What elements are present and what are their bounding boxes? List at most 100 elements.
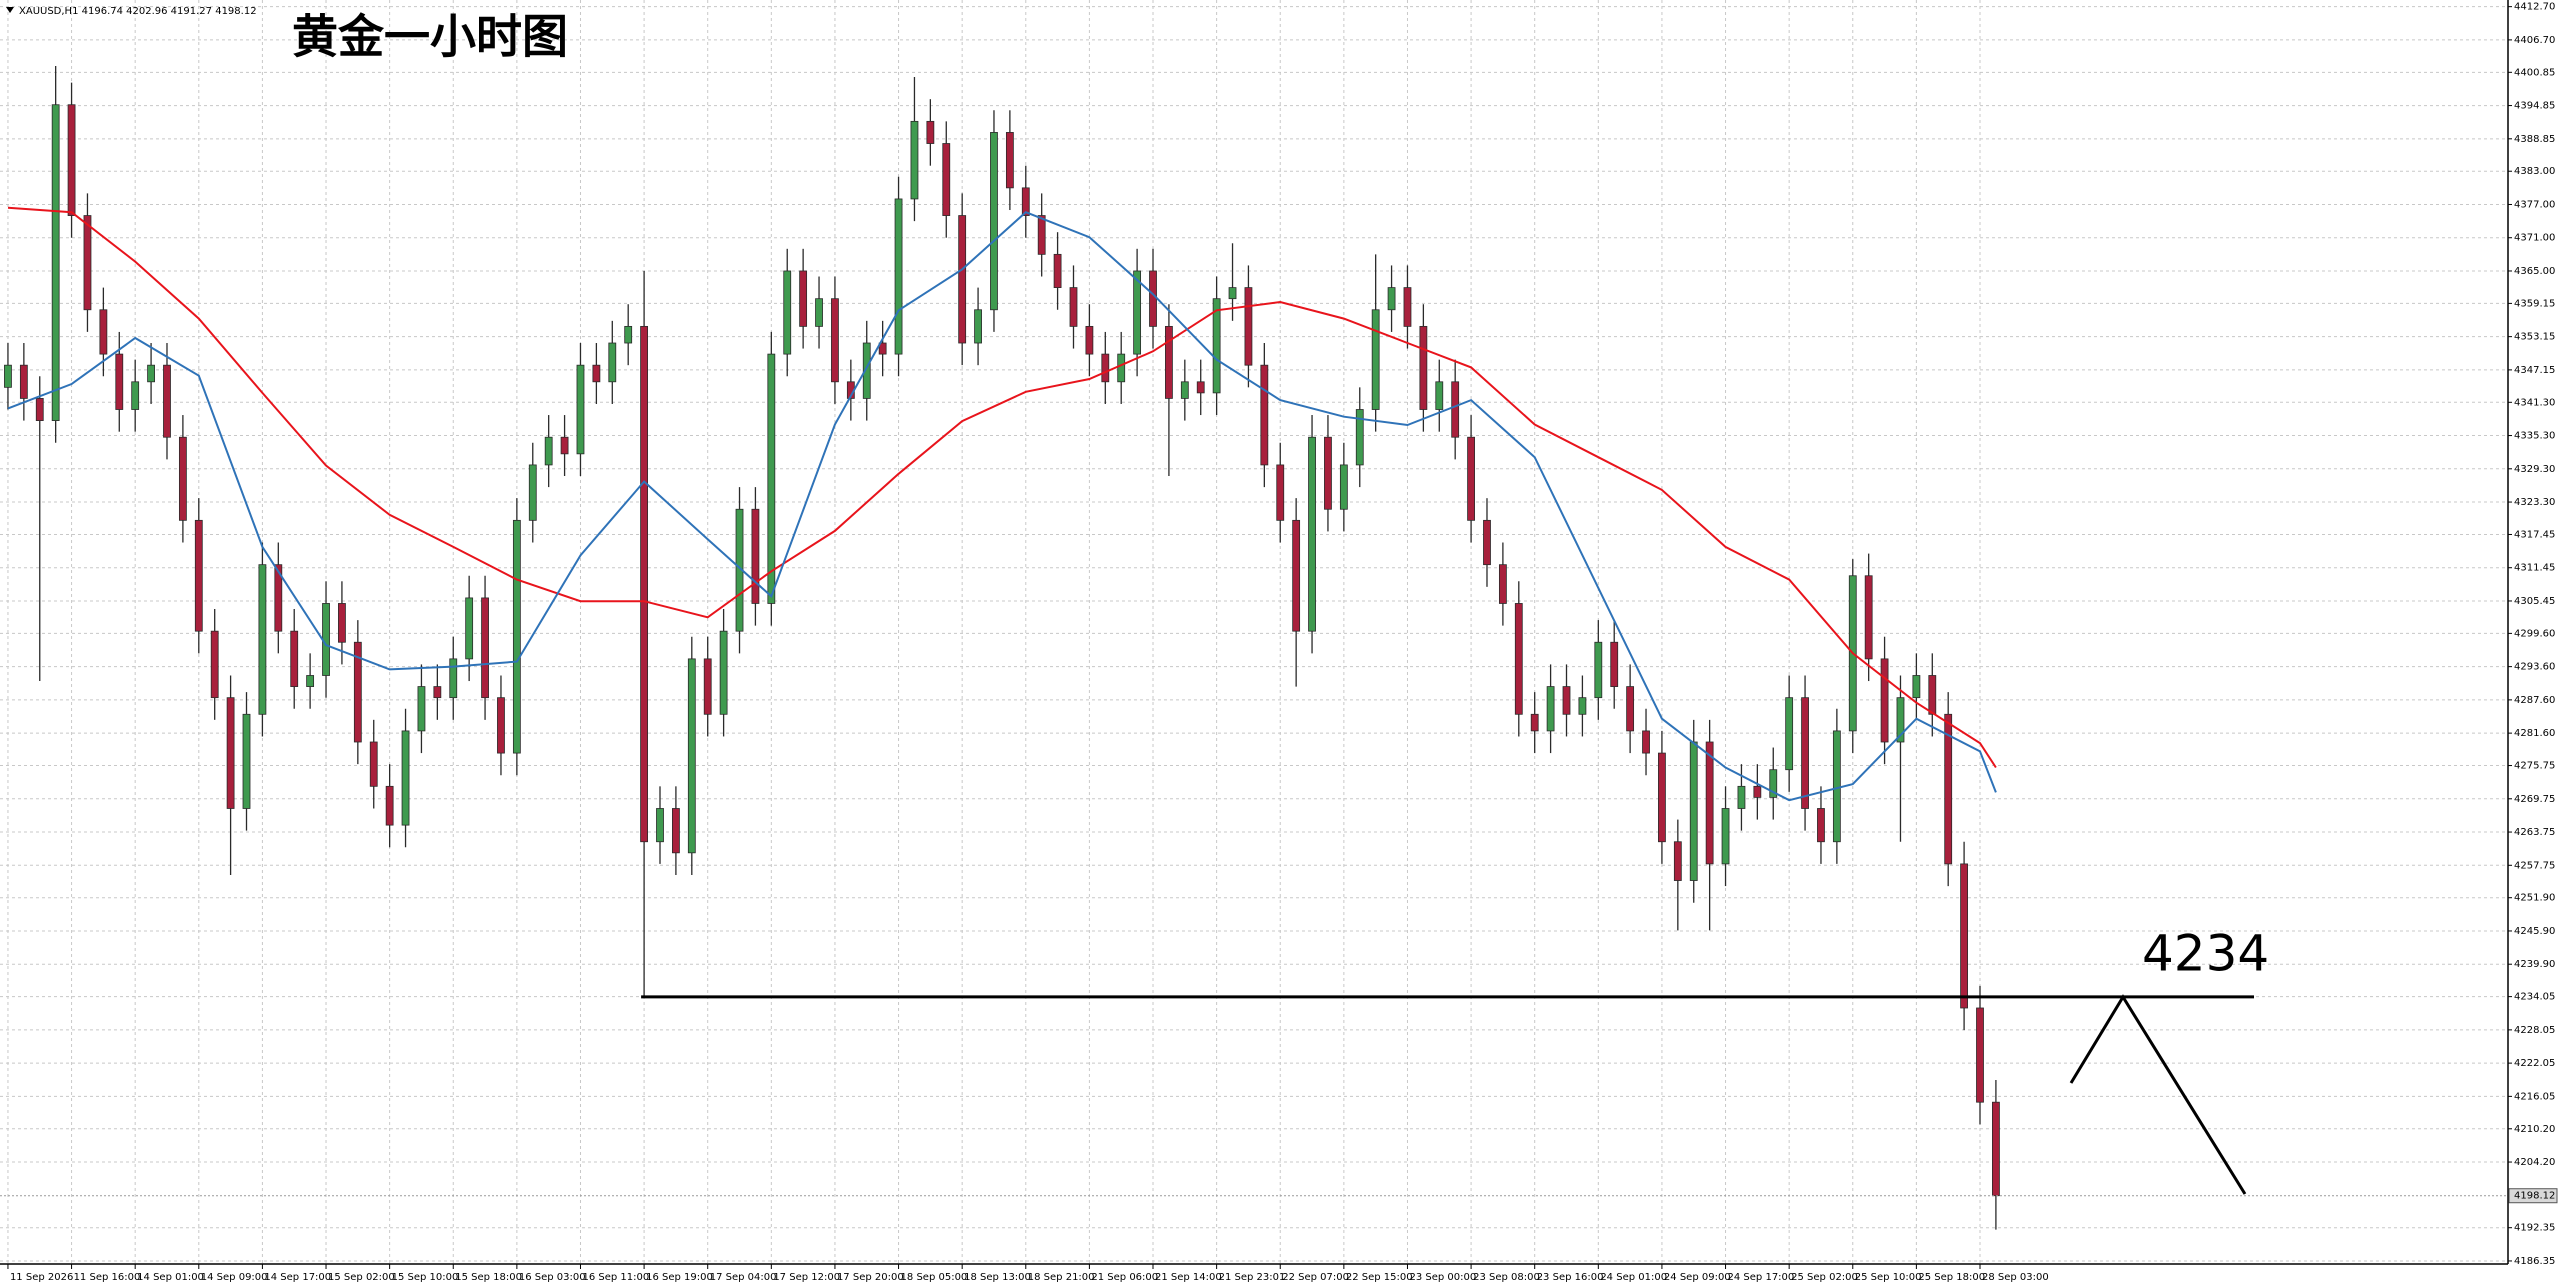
candle-body (1721, 808, 1730, 865)
menu-triangle (6, 7, 14, 13)
candle-body (1133, 270, 1142, 355)
candle-body (1387, 287, 1396, 311)
candle-body (1085, 325, 1094, 355)
candle-body (1451, 381, 1460, 438)
y-tick-label: 4239.90 (2514, 959, 2555, 970)
candle-body (751, 508, 760, 604)
y-tick-label: 4412.70 (2514, 2, 2555, 13)
candle-body (942, 143, 951, 216)
x-tick-label: 21 Sep 06:00 (1091, 1272, 1158, 1283)
candle-body (83, 215, 92, 311)
y-tick-label: 4275.75 (2514, 761, 2555, 772)
y-tick-label: 4299.60 (2514, 628, 2555, 639)
candle-body (1371, 309, 1380, 410)
candle-body (512, 519, 521, 754)
candle-body (51, 104, 60, 421)
candle-body (1896, 697, 1905, 743)
y-tick-label: 4317.45 (2514, 529, 2555, 540)
x-tick-label: 14 Sep 09:00 (201, 1272, 268, 1283)
x-tick-label: 17 Sep 20:00 (837, 1272, 904, 1283)
y-tick-label: 4371.00 (2514, 233, 2555, 244)
candle-body (1069, 287, 1078, 327)
candle-body (163, 364, 171, 438)
x-tick-label: 18 Sep 05:00 (901, 1272, 968, 1283)
candle-body (1165, 325, 1173, 399)
x-tick-label: 14 Sep 01:00 (137, 1272, 204, 1283)
y-tick-label: 4406.70 (2514, 35, 2555, 46)
candle-body (1483, 519, 1491, 566)
candle-body (592, 364, 601, 383)
candle-body (1292, 519, 1301, 632)
x-tick-label: 15 Sep 18:00 (455, 1272, 522, 1283)
candle-body (497, 697, 505, 754)
candle-body (1705, 741, 1714, 865)
candle-body (1276, 464, 1285, 521)
candle-body (799, 270, 808, 327)
x-tick-label: 14 Sep 17:00 (264, 1272, 331, 1283)
candle-body (703, 658, 712, 715)
candle-body (1689, 741, 1698, 881)
candle-body (449, 658, 458, 699)
y-tick-label: 4293.60 (2514, 662, 2555, 673)
x-tick-label: 16 Sep 19:00 (646, 1272, 713, 1283)
candle-body (862, 342, 871, 399)
candle-body (1324, 436, 1332, 510)
candle-body (131, 381, 140, 410)
y-tick-label: 4323.30 (2514, 497, 2555, 508)
y-tick-label: 4347.15 (2514, 365, 2555, 376)
candle-body (1801, 697, 1809, 809)
y-tick-label: 4394.85 (2514, 101, 2555, 112)
candle-body (1308, 436, 1316, 632)
candle-body (576, 364, 585, 455)
x-tick-label: 21 Sep 14:00 (1155, 1272, 1222, 1283)
candle-body (528, 464, 537, 521)
candle-body (1817, 808, 1825, 843)
y-tick-label: 4353.15 (2514, 332, 2555, 343)
candle-body (115, 353, 124, 410)
candle-body (1419, 325, 1428, 410)
y-tick-label: 4186.35 (2514, 1256, 2555, 1267)
x-tick-label: 25 Sep 02:00 (1791, 1272, 1858, 1283)
candle-body (369, 741, 378, 787)
candle-body (1196, 381, 1205, 394)
candle-body (767, 353, 776, 604)
candle-body (178, 436, 187, 521)
candle-body (1149, 270, 1157, 327)
candle-body (656, 808, 664, 843)
candle-body (1021, 187, 1030, 216)
candle-body (958, 215, 967, 344)
grid (0, 0, 2508, 1264)
candle-body (1212, 298, 1221, 394)
candle-body (687, 658, 696, 854)
y-tick-label: 4210.20 (2514, 1124, 2555, 1135)
candle-body (99, 309, 108, 355)
candle-body (815, 298, 823, 327)
marks (0, 65, 2508, 1230)
candle-body (1673, 841, 1682, 881)
y-tick-label: 4377.00 (2514, 199, 2555, 210)
y-tick-label: 4400.85 (2514, 67, 2555, 78)
candle-body (481, 597, 489, 699)
candle-body (1610, 641, 1619, 687)
x-tick-label: 23 Sep 08:00 (1473, 1272, 1540, 1283)
candle-body (1658, 752, 1666, 843)
candle-body (1642, 730, 1650, 754)
y-tick-label: 4269.75 (2514, 794, 2555, 805)
candle-body (194, 519, 203, 632)
candle-body (1976, 1007, 1984, 1103)
x-tick-label: 15 Sep 10:00 (392, 1272, 459, 1283)
candle-body (290, 630, 299, 687)
candle-body (640, 325, 648, 843)
candle-body (1785, 697, 1794, 771)
candle-body (910, 120, 919, 200)
y-tick-label: 4359.15 (2514, 298, 2555, 309)
y-tick-label: 4251.90 (2514, 893, 2555, 904)
x-tick-label: 23 Sep 00:00 (1409, 1272, 1476, 1283)
candle-body (1180, 381, 1189, 399)
candle-body (147, 364, 155, 383)
candle-body (306, 675, 315, 687)
candle-body (258, 564, 267, 715)
y-tick-label: 4257.75 (2514, 860, 2555, 871)
drawn-arrow (2069, 994, 2247, 1195)
candle-body (210, 630, 219, 699)
